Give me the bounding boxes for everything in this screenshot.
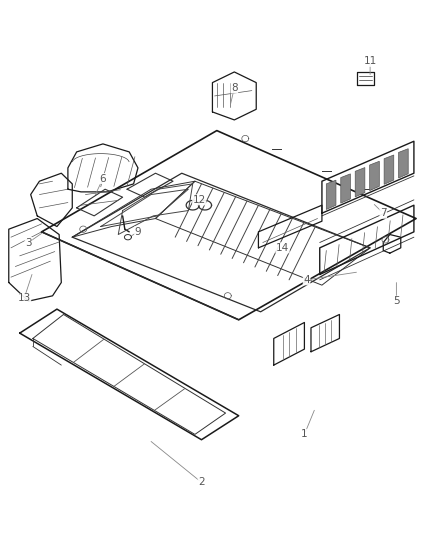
Text: 13: 13: [18, 294, 31, 303]
Text: 6: 6: [99, 174, 106, 183]
Text: 4: 4: [303, 275, 310, 285]
Polygon shape: [326, 180, 336, 209]
Polygon shape: [341, 174, 350, 203]
Text: 8: 8: [231, 83, 238, 93]
Text: 1: 1: [301, 430, 308, 439]
Text: 3: 3: [25, 238, 32, 247]
Text: 2: 2: [198, 478, 205, 487]
Text: 7: 7: [380, 208, 387, 218]
Text: 12: 12: [193, 195, 206, 205]
Text: 14: 14: [276, 243, 289, 253]
Text: 11: 11: [364, 56, 377, 66]
Text: 5: 5: [393, 296, 400, 306]
Polygon shape: [384, 155, 394, 184]
Polygon shape: [399, 149, 408, 178]
Text: 9: 9: [134, 227, 141, 237]
Polygon shape: [370, 161, 379, 191]
Polygon shape: [355, 167, 365, 197]
